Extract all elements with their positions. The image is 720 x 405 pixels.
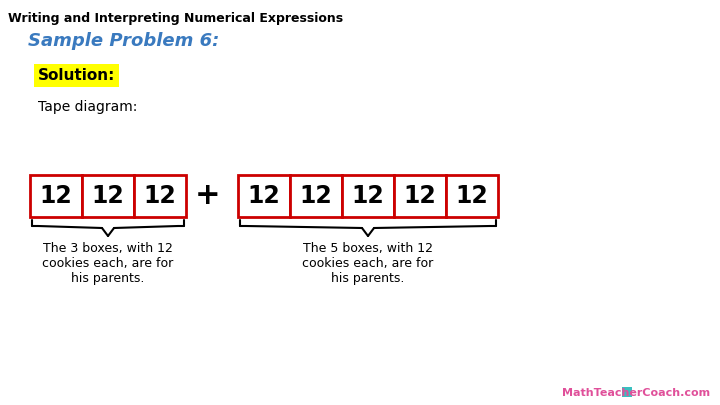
Bar	[342, 175, 394, 217]
Bar	[446, 175, 498, 217]
Text: Solution:: Solution:	[38, 68, 115, 83]
Bar	[82, 175, 134, 217]
Text: 12: 12	[300, 184, 333, 208]
Bar	[290, 175, 342, 217]
Text: MathTeacherCoach.com: MathTeacherCoach.com	[562, 388, 710, 398]
Bar	[394, 175, 446, 217]
Text: Tape diagram:: Tape diagram:	[38, 100, 138, 114]
Text: 12: 12	[456, 184, 488, 208]
Text: 12: 12	[40, 184, 73, 208]
Bar	[238, 175, 290, 217]
Text: +: +	[195, 181, 221, 211]
Text: Sample Problem 6:: Sample Problem 6:	[28, 32, 220, 50]
Text: 12: 12	[248, 184, 280, 208]
Text: The 5 boxes, with 12
cookies each, are for
his parents.: The 5 boxes, with 12 cookies each, are f…	[302, 242, 433, 285]
Text: 12: 12	[404, 184, 436, 208]
Bar	[134, 175, 186, 217]
Text: 12: 12	[91, 184, 125, 208]
Bar	[30, 175, 82, 217]
Bar	[622, 387, 632, 397]
Text: 12: 12	[351, 184, 384, 208]
Text: Writing and Interpreting Numerical Expressions: Writing and Interpreting Numerical Expre…	[8, 12, 343, 25]
Text: The 3 boxes, with 12
cookies each, are for
his parents.: The 3 boxes, with 12 cookies each, are f…	[42, 242, 174, 285]
Text: 12: 12	[143, 184, 176, 208]
